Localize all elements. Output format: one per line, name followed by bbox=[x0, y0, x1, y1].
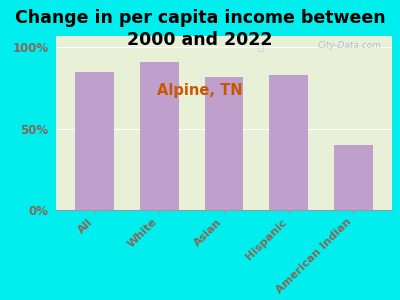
Bar bbox=[334, 145, 373, 210]
Bar bbox=[269, 75, 308, 210]
Text: City-Data.com: City-Data.com bbox=[318, 41, 382, 50]
Text: Change in per capita income between
2000 and 2022: Change in per capita income between 2000… bbox=[15, 9, 385, 49]
Bar bbox=[205, 77, 243, 210]
Bar bbox=[75, 72, 114, 210]
Bar bbox=[140, 62, 179, 210]
Text: Alpine, TN: Alpine, TN bbox=[157, 82, 243, 98]
Text: ⓘ: ⓘ bbox=[258, 41, 264, 51]
